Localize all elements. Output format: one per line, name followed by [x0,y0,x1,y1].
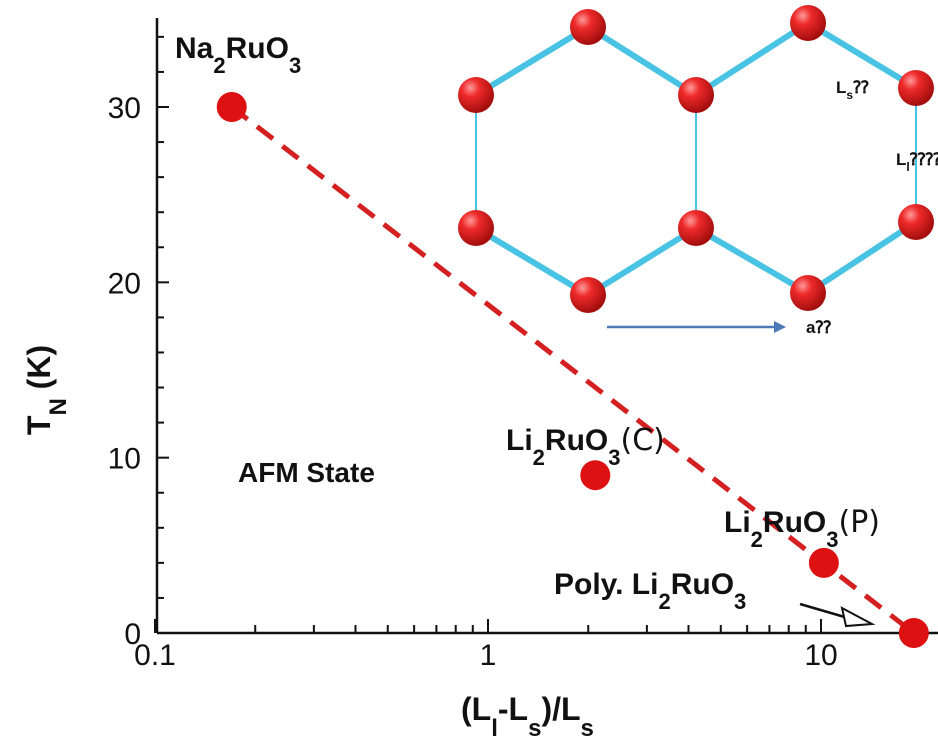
label-li2ruo3-p: Li2RuO3(P) [724,505,880,552]
inset-label-a: a⁇ [806,318,831,337]
x-tick-label: 1 [480,639,497,672]
lattice-atom [898,70,934,106]
inset-label-ls: Ls⁇ [836,78,869,102]
lattice-bond [585,24,699,98]
trend-line [230,105,916,635]
region-label: AFM State [238,457,375,488]
lattice-bond [473,225,591,298]
ticks [154,35,923,634]
y-tick-label: 30 [108,92,141,125]
lattice-atom [458,210,494,246]
lattice-bonds [473,20,919,298]
lattice-atom [678,77,714,113]
data-point [216,92,247,122]
x-axis-label: (Ll-Ls)/Ls [461,691,594,742]
lattice-atom [570,277,606,313]
lattice-atoms [458,5,934,313]
y-tick-label: 0 [124,618,141,651]
lattice-atom [790,275,826,311]
lattice-bond [693,225,811,296]
honeycomb-inset: Ls⁇ Ll⁇⁇ a⁇ [458,5,938,337]
lattice-bond [693,20,811,98]
data-point [580,460,611,491]
lattice-bond [805,20,919,91]
lattice-atom [678,210,714,246]
tick-labels: 0 10 20 30 0.1 1 10 [108,92,838,672]
data-point [898,618,929,648]
poly-arrow [799,602,876,628]
x-tick-label: 10 [804,639,837,672]
lattice-bond [473,24,591,98]
lattice-atom [898,204,934,240]
data-point [808,547,839,578]
lattice-bond [805,219,919,296]
y-tick-label: 20 [108,267,141,300]
data-points [216,92,929,648]
lattice-atom [570,9,606,45]
lattice-vector-arrow [607,321,786,333]
label-poly-li2ruo3: Poly. Li2RuO3 [554,568,746,614]
lattice-bond [585,225,699,298]
x-tick-label: 0.1 [134,639,176,672]
y-axis-label: TN (K) [21,345,72,435]
y-tick-label: 10 [108,443,141,476]
axes [155,18,938,635]
lattice-atom [458,77,494,113]
label-li2ruo3-c: Li2RuO3(C) [506,423,665,470]
label-na2ruo3: Na2RuO3 [175,32,301,78]
lattice-atom [790,5,826,41]
inset-label-ll: Ll⁇⁇ [896,150,938,174]
